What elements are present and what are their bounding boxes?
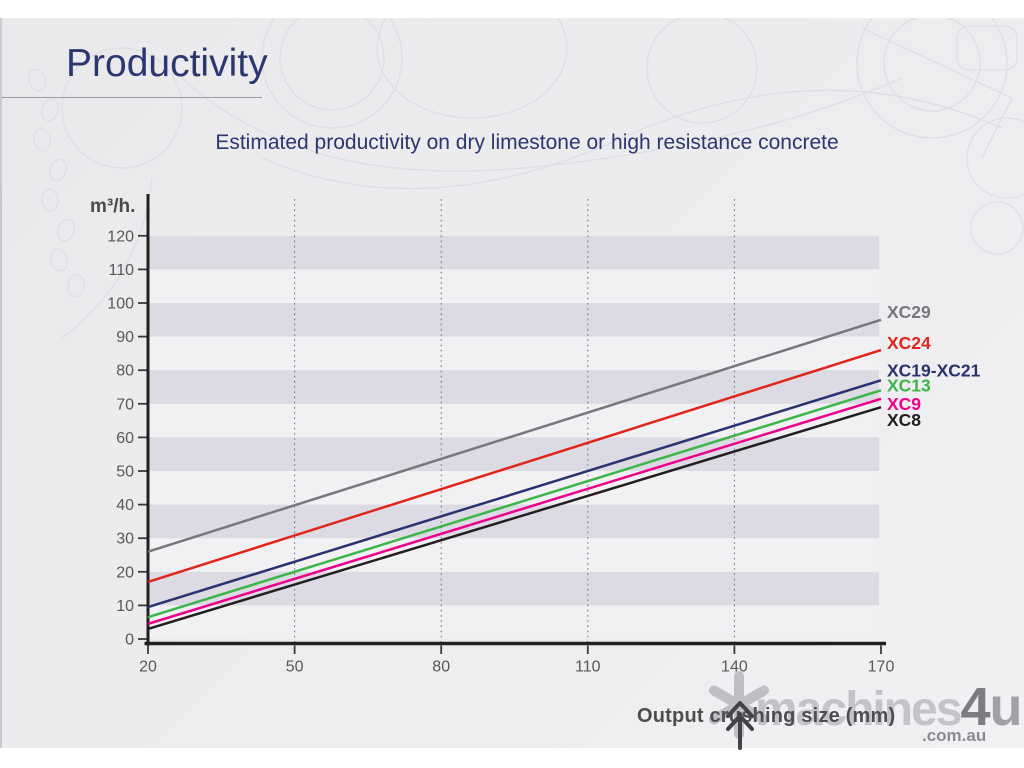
legend-label-XC8: XC8: [887, 410, 921, 430]
legend-label-XC13: XC13: [887, 375, 931, 395]
y-tick-label: 70: [116, 396, 134, 413]
y-tick-label: 110: [108, 262, 134, 279]
legend-label-XC24: XC24: [887, 333, 931, 353]
legend-label-XC9: XC9: [887, 394, 921, 414]
series-line-XC24: [147, 348, 882, 584]
series-line-XC9: [147, 397, 882, 626]
series-line-XC13: [147, 389, 882, 619]
x-tick-label: 170: [868, 659, 895, 676]
y-tick-label: 0: [125, 632, 134, 649]
y-tick-label: 30: [116, 531, 134, 548]
y-tick-label: 40: [116, 497, 134, 514]
y-tick-label: 90: [116, 329, 134, 346]
x-axis-title: Output crushing size (mm): [637, 705, 896, 727]
productivity-chart: 0 10 20 30 40 50 60 70 80 90 100 110 120 20 50 80 110 140…: [107, 194, 981, 676]
watermark-u: u: [989, 677, 1022, 737]
series-line-XC29: [147, 318, 882, 553]
title-underline: [2, 97, 262, 98]
x-tick-label: 50: [286, 659, 304, 676]
plot-band: [148, 303, 879, 337]
y-tick-label: 100: [107, 296, 134, 313]
y-tick-label: 120: [107, 228, 134, 245]
watermark-domain: .com.au: [922, 726, 987, 745]
plot-band: [148, 235, 879, 270]
y-tick-label: 60: [116, 430, 134, 447]
x-tick-label: 80: [432, 659, 450, 676]
x-tick-label: 140: [721, 659, 748, 676]
x-tick-label: 110: [575, 659, 601, 676]
plot-band: [148, 571, 879, 606]
y-axis-unit-label: m³/h.: [90, 196, 136, 217]
watermark-4: 4: [960, 677, 990, 737]
y-tick-label: 10: [116, 598, 134, 615]
page-title: Productivity: [66, 42, 268, 85]
plot-band: [148, 370, 879, 404]
plot-band: [148, 504, 879, 539]
series-line-XC8: [147, 405, 882, 631]
watermark-text: machines4u: [755, 676, 1022, 738]
legend-label-XC19-XC21: XC19-XC21: [887, 360, 981, 380]
legend-label-XC29: XC29: [887, 302, 931, 322]
chart-subtitle: Estimated productivity on dry limestone …: [215, 131, 839, 154]
x-tick-label: 20: [139, 659, 157, 676]
series-line-XC19-XC21: [147, 379, 882, 609]
watermark-name: machines: [755, 683, 962, 736]
y-tick-label: 50: [116, 464, 134, 481]
y-tick-label: 80: [116, 363, 134, 380]
y-tick-label: 20: [116, 564, 134, 581]
watermark: machines4u .com.au: [692, 670, 1024, 748]
mouse-cursor-icon: [726, 701, 754, 750]
